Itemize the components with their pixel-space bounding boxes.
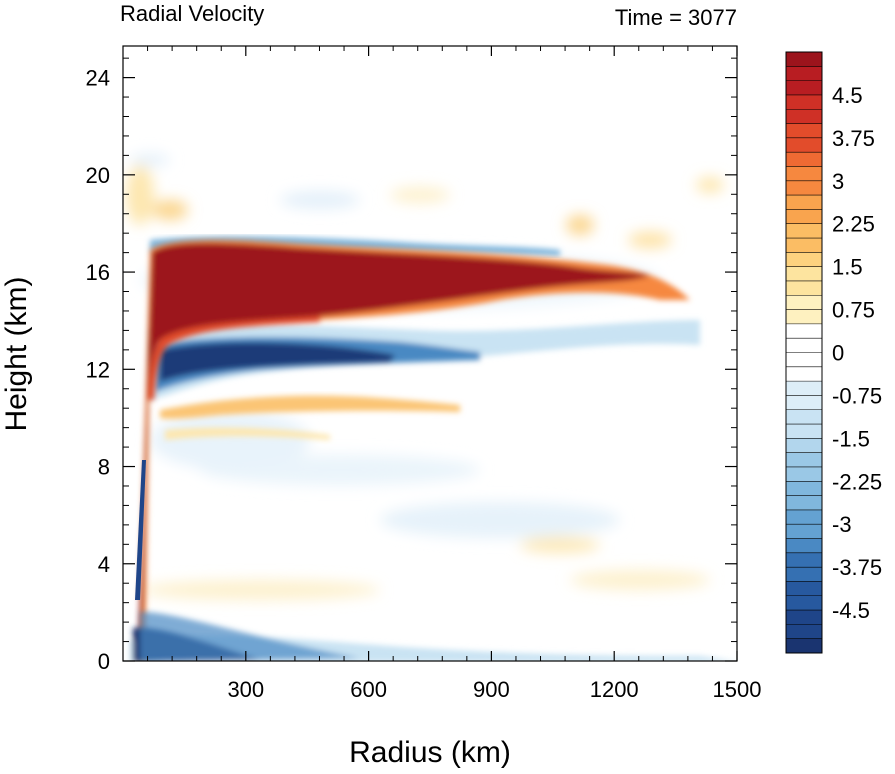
- colorbar-box: [786, 152, 822, 167]
- colorbar-label: 3: [832, 169, 844, 194]
- y-tick-label: 24: [86, 66, 110, 91]
- colorbar-box: [786, 395, 822, 411]
- y-tick-label: 12: [86, 357, 110, 382]
- colorbar-box: [786, 209, 822, 225]
- colorbar-box: [786, 223, 822, 239]
- colorbar-label: 0: [832, 341, 844, 366]
- x-tick-label: 1500: [713, 677, 762, 702]
- colorbar-box: [786, 252, 822, 268]
- colorbar-label: -1.5: [832, 426, 870, 451]
- outflow-core: [138, 243, 650, 650]
- colorbar-box: [786, 610, 822, 625]
- colorbar-label: 0.75: [832, 298, 875, 323]
- x-tick-label: 1200: [590, 677, 639, 702]
- colorbar-label: 3.75: [832, 126, 875, 151]
- colorbar-box: [786, 466, 822, 482]
- colorbar-box: [786, 624, 822, 640]
- colorbar-label: 4.5: [832, 83, 863, 108]
- colorbar-box: [786, 409, 822, 425]
- colorbar-box: [786, 180, 822, 196]
- y-tick-label: 20: [86, 163, 110, 188]
- chart-title-right: Time = 3077: [615, 5, 737, 30]
- colorbar-box: [786, 352, 822, 368]
- colorbar-box: [786, 109, 822, 124]
- colorbar-box: [786, 123, 822, 139]
- y-axis-label: Height (km): [0, 276, 33, 431]
- upper-inflow-core: [160, 342, 395, 382]
- x-axis-label: Radius (km): [349, 736, 511, 769]
- colorbar-box: [786, 323, 822, 339]
- colorbar-box: [786, 567, 822, 582]
- colorbar-box: [786, 638, 822, 654]
- y-tick-label: 4: [98, 552, 110, 577]
- y-tick-label: 0: [98, 649, 110, 674]
- axis-ticks: 300 600 900 1200 1500 0 4 8 12 16 20 24: [86, 46, 762, 702]
- colorbar-label: -0.75: [832, 383, 882, 408]
- colorbar-label: -4.5: [832, 598, 870, 623]
- colorbar-box: [786, 438, 822, 454]
- colorbar-box: [786, 381, 822, 396]
- colorbar-box: [786, 137, 822, 153]
- colorbar-box: [786, 166, 822, 182]
- colorbar-label: 1.5: [832, 255, 863, 280]
- colorbar-box: [786, 295, 822, 310]
- chart-title-left: Radial Velocity: [120, 1, 264, 26]
- colorbar-box: [786, 80, 822, 96]
- colorbar-box: [786, 266, 822, 282]
- colorbar-box: [786, 195, 822, 210]
- colorbar-box: [786, 538, 822, 554]
- colorbar-box: [786, 52, 822, 67]
- colorbar-box: [786, 452, 822, 468]
- colorbar-box: [786, 338, 822, 353]
- y-tick-label: 8: [98, 455, 110, 480]
- colorbar: [785, 51, 823, 654]
- colorbar-frame: [785, 51, 823, 654]
- colorbar-box: [786, 424, 822, 439]
- plot-frame: [122, 45, 738, 662]
- colorbar-box: [786, 366, 822, 382]
- colorbar-box: [786, 552, 822, 568]
- x-tick-label: 600: [350, 677, 387, 702]
- colorbar-box: [786, 94, 822, 110]
- colorbar-label: 2.25: [832, 212, 875, 237]
- x-tick-label: 300: [227, 677, 264, 702]
- colorbar-label: -3: [832, 512, 852, 537]
- colorbar-box: [786, 481, 822, 496]
- x-tick-label: 900: [473, 677, 510, 702]
- y-tick-label: 16: [86, 260, 110, 285]
- heatmap-field: [126, 154, 734, 661]
- colorbar-label: -2.25: [832, 469, 882, 494]
- colorbar-box: [786, 66, 822, 82]
- colorbar-box: [786, 595, 822, 611]
- colorbar-label: -3.75: [832, 555, 882, 580]
- colorbar-box: [786, 495, 822, 511]
- colorbar-box: [786, 581, 822, 597]
- colorbar-box: [786, 509, 822, 525]
- eyewall-blue-sliver: [135, 460, 146, 600]
- colorbar-box: [786, 524, 822, 539]
- midlevel-outflow: [160, 395, 460, 419]
- colorbar-labels: 4.5 3.75 3 2.25 1.5 0.75 0 -0.75 -1.5 -2.25 -3 -3.7…: [832, 83, 882, 623]
- colorbar-box: [786, 309, 822, 325]
- colorbar-box: [786, 238, 822, 253]
- colorbar-box: [786, 280, 822, 296]
